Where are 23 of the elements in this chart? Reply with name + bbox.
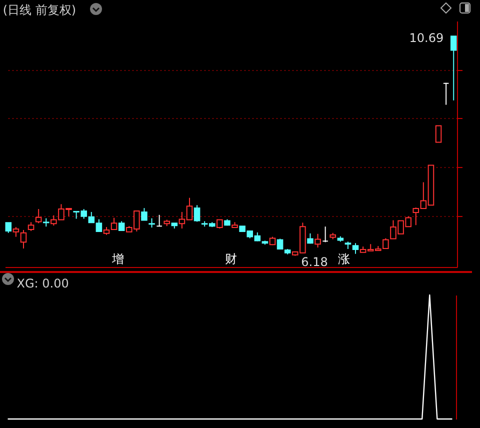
annotation: 涨 [338,252,350,266]
candlestick [276,238,284,250]
candlestick [442,82,450,106]
candlestick [322,226,328,243]
candlestick [12,226,20,238]
annotation: 增 [111,252,124,266]
candlestick [35,208,42,224]
chart-title: XG: 0.00 [16,276,69,290]
annotation: 财 [225,252,237,266]
chart-title: (日线 前复权) [2,3,76,17]
candlestick [194,204,200,222]
text: 10.69 [409,31,444,46]
candlestick [20,229,27,249]
text: 6.18 [301,254,328,269]
candlestick [450,36,457,101]
candlestick [148,218,155,228]
candlestick [435,125,442,143]
candlestick [314,233,321,248]
candlestick [156,214,162,228]
candlestick [5,222,12,234]
candlestick [352,242,359,254]
candlestick [118,220,125,232]
candlestick [141,208,148,221]
